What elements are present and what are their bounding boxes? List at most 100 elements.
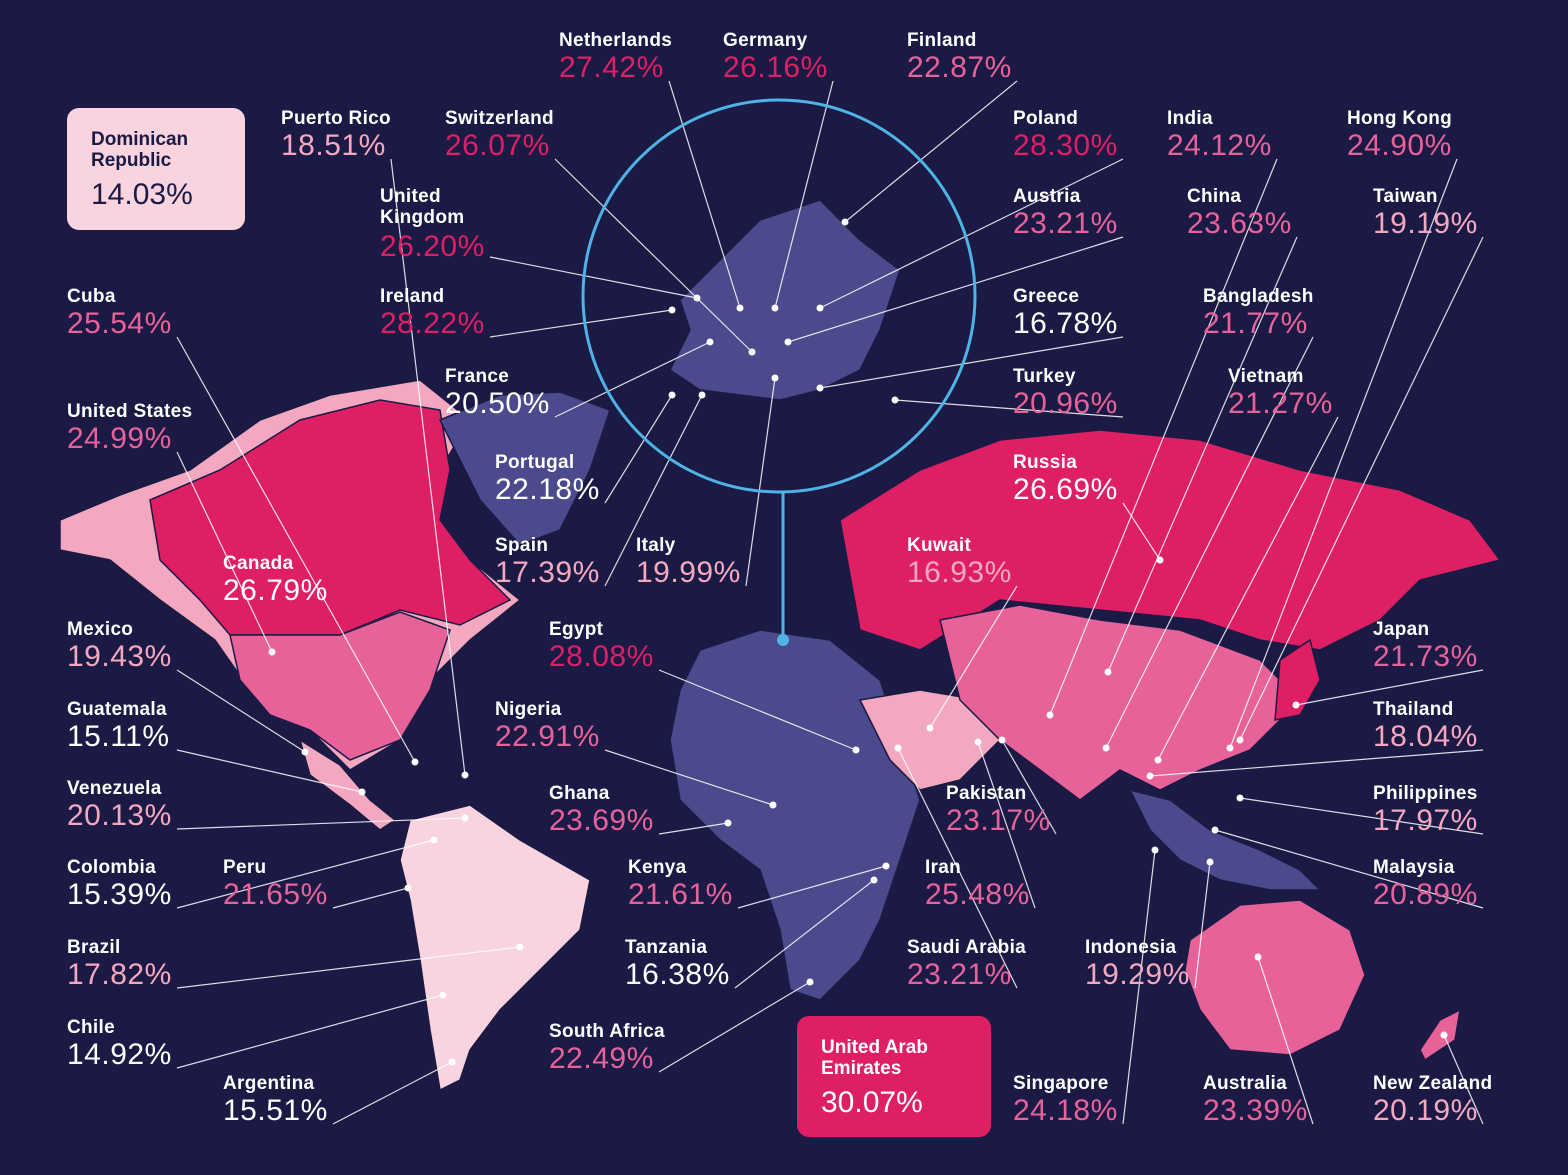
label-ireland: Ireland 28.22% xyxy=(380,287,485,339)
marker-italy xyxy=(771,374,779,382)
label-austria: Austria 23.21% xyxy=(1013,187,1118,239)
leader-taiwan xyxy=(1239,236,1484,741)
country-name: Guatemala xyxy=(67,699,167,720)
zoom-circle xyxy=(581,98,977,494)
country-name: Saudi Arabia xyxy=(907,937,1027,958)
country-name: Venezuela xyxy=(67,778,162,799)
marker-puerto-rico xyxy=(461,771,469,779)
marker-russia xyxy=(1156,556,1164,564)
country-name: Bangladesh xyxy=(1203,286,1314,307)
marker-egypt xyxy=(852,746,860,754)
label-argentina: Argentina 15.51% xyxy=(223,1074,328,1126)
country-value: 15.39% xyxy=(67,878,172,911)
country-name: Pakistan xyxy=(946,783,1027,804)
marker-hong-kong xyxy=(1226,744,1234,752)
leader-new-zealand xyxy=(1443,1034,1484,1125)
country-name: Switzerland xyxy=(445,108,554,129)
country-name: France xyxy=(445,366,510,387)
country-value: 20.96% xyxy=(1013,387,1118,420)
label-singapore: Singapore 24.18% xyxy=(1013,1074,1118,1126)
country-value: 23.69% xyxy=(549,804,654,837)
country-name: Argentina xyxy=(223,1073,315,1094)
leader-poland xyxy=(819,158,1124,309)
marker-finland xyxy=(841,218,849,226)
marker-vietnam xyxy=(1154,756,1162,764)
label-united-kingdom: United Kingdom 26.20% xyxy=(380,186,490,262)
label-kuwait: Kuwait 16.93% xyxy=(907,536,1012,588)
country-name: Ireland xyxy=(380,286,445,307)
label-italy: Italy 19.99% xyxy=(636,536,741,588)
marker-united-kingdom xyxy=(693,294,701,302)
label-india: India 24.12% xyxy=(1167,109,1272,161)
leader-italy xyxy=(745,377,776,587)
land-usa xyxy=(229,611,451,761)
highest-country-value: 30.07% xyxy=(821,1085,923,1119)
leader-kuwait xyxy=(929,585,1018,729)
marker-colombia xyxy=(430,836,438,844)
marker-thailand xyxy=(1146,772,1154,780)
label-japan: Japan 21.73% xyxy=(1373,620,1478,672)
country-name: Taiwan xyxy=(1373,186,1438,207)
land-japan xyxy=(1274,638,1321,721)
marker-greece xyxy=(816,384,824,392)
label-brazil: Brazil 17.82% xyxy=(67,938,172,990)
country-name: Thailand xyxy=(1373,699,1454,720)
leader-france xyxy=(554,341,711,418)
label-russia: Russia 26.69% xyxy=(1013,453,1118,505)
country-name: Italy xyxy=(636,535,676,556)
label-philippines: Philippines 17.97% xyxy=(1373,784,1478,836)
marker-singapore xyxy=(1151,846,1159,854)
marker-kuwait xyxy=(926,724,934,732)
marker-china xyxy=(1104,668,1112,676)
label-nigeria: Nigeria 22.91% xyxy=(495,700,600,752)
marker-united-states xyxy=(268,648,276,656)
country-name: Mexico xyxy=(67,619,134,640)
leader-austria xyxy=(787,236,1124,343)
highest-country-name: United Arab Emirates xyxy=(821,1037,928,1079)
label-cuba: Cuba 25.54% xyxy=(67,287,172,339)
marker-south-africa xyxy=(806,978,814,986)
zoom-anchor-dot xyxy=(777,634,789,646)
leader-vietnam xyxy=(1157,416,1339,761)
label-peru: Peru 21.65% xyxy=(223,858,328,910)
country-value: 19.29% xyxy=(1085,958,1190,991)
country-value: 20.13% xyxy=(67,799,172,832)
leader-saudi-arabia xyxy=(897,747,1018,989)
country-name: Netherlands xyxy=(559,30,673,51)
label-malaysia: Malaysia 20.89% xyxy=(1373,858,1478,910)
label-australia: Australia 23.39% xyxy=(1203,1074,1308,1126)
label-colombia: Colombia 15.39% xyxy=(67,858,172,910)
leader-mexico xyxy=(176,669,306,753)
country-name: Germany xyxy=(723,30,808,51)
marker-switzerland xyxy=(748,348,756,356)
country-value: 27.42% xyxy=(559,51,664,84)
marker-netherlands xyxy=(736,304,744,312)
label-portugal: Portugal 22.18% xyxy=(495,453,600,505)
country-value: 23.39% xyxy=(1203,1094,1308,1127)
country-name: Iran xyxy=(925,857,962,878)
country-value: 26.07% xyxy=(445,129,550,162)
country-name: Kenya xyxy=(628,857,687,878)
country-value: 24.99% xyxy=(67,422,172,455)
leader-venezuela xyxy=(176,817,466,830)
country-value: 20.50% xyxy=(445,387,550,420)
leader-turkey xyxy=(894,399,1124,418)
marker-malaysia xyxy=(1211,826,1219,834)
label-united-states: United States 24.99% xyxy=(67,402,192,454)
marker-ireland xyxy=(668,306,676,314)
marker-tanzania xyxy=(870,876,878,884)
leader-china xyxy=(1107,236,1298,673)
country-name: Malaysia xyxy=(1373,857,1455,878)
label-egypt: Egypt 28.08% xyxy=(549,620,654,672)
marker-poland xyxy=(816,304,824,312)
country-value: 26.69% xyxy=(1013,473,1118,506)
leader-bangladesh xyxy=(1105,336,1314,749)
land-canada xyxy=(149,399,512,636)
leader-thailand xyxy=(1149,749,1484,777)
leader-indonesia xyxy=(1194,861,1211,989)
leader-iran xyxy=(977,741,1036,909)
country-name: Finland xyxy=(907,30,977,51)
label-venezuela: Venezuela 20.13% xyxy=(67,779,172,831)
marker-spain xyxy=(698,391,706,399)
label-iran: Iran 25.48% xyxy=(925,858,1030,910)
